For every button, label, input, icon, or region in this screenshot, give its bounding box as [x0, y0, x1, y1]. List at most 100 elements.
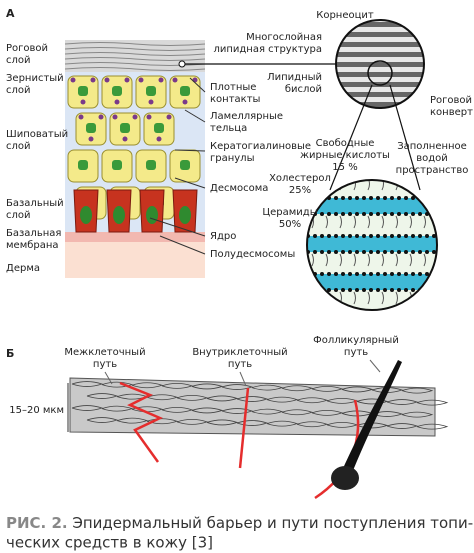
lipid-head: [432, 212, 436, 216]
lipid-head: [397, 212, 401, 216]
ribbon-cell: [311, 385, 344, 392]
lipid-head: [348, 234, 352, 238]
ribbon-cell: [311, 409, 344, 416]
structure-label: Кератогиалиновые: [210, 141, 311, 152]
lipid-head: [341, 288, 345, 292]
nucleus: [78, 160, 88, 170]
lipid-head: [425, 288, 429, 292]
water-layer: [307, 198, 437, 214]
lipid-head: [313, 196, 317, 200]
lipid-zoom: [307, 180, 437, 310]
ribbon-cell: [131, 382, 164, 389]
corneocyte-stripe: [336, 92, 424, 97]
lipid-head: [348, 250, 352, 254]
lipid-head: [418, 212, 422, 216]
ribbon-cell: [416, 423, 449, 430]
ribbon-cell: [386, 423, 419, 429]
detail-label: конверт: [430, 107, 473, 118]
lipid-head: [348, 288, 352, 292]
layer-label: Роговой: [6, 43, 48, 54]
layer-label: слой: [6, 141, 31, 152]
ribbon-cell: [221, 408, 254, 414]
lipid-head: [369, 288, 373, 292]
ribbon-cell: [386, 399, 419, 405]
lipid-head: [383, 272, 387, 276]
lipid-head: [432, 288, 436, 292]
lipid-head: [320, 212, 324, 216]
pointer: [239, 371, 247, 387]
corneocyte-stripe: [336, 22, 424, 27]
lipid-head: [425, 250, 429, 254]
ribbon-cell: [116, 417, 149, 424]
lipid-tail: [395, 291, 398, 305]
layer-label: слой: [6, 55, 31, 66]
ribbon-cell: [341, 386, 374, 393]
water-layer: [307, 236, 437, 252]
lipid-head: [397, 250, 401, 254]
pointer: [174, 149, 206, 152]
lipid-tail: [353, 291, 356, 305]
detail-label: Церамиды: [262, 207, 317, 218]
intracellular-arrow: [238, 387, 250, 469]
lipid-head: [362, 250, 366, 254]
caption-line: РИС. 2. Эпидермальный барьер и пути пост…: [6, 514, 473, 532]
lipid-head: [404, 288, 408, 292]
lipid-head: [432, 234, 436, 238]
pointer: [184, 109, 206, 123]
structure-label: контакты: [210, 94, 260, 105]
lipid-head: [320, 272, 324, 276]
granule: [124, 77, 130, 83]
ribbon-cell: [401, 387, 434, 394]
lipid-head: [341, 250, 345, 254]
granule: [158, 77, 164, 83]
lipid-head: [397, 272, 401, 276]
lipid-head: [327, 250, 331, 254]
lipid-head: [383, 196, 387, 200]
lipid-head: [411, 288, 415, 292]
lipid-tail: [367, 253, 370, 267]
lipid-head: [383, 234, 387, 238]
lipid-tail: [311, 253, 314, 267]
pointer: [189, 77, 206, 93]
lipid-head: [376, 196, 380, 200]
lipid-tail: [311, 291, 314, 305]
layer-label: слой: [6, 85, 31, 96]
lipid-head: [348, 196, 352, 200]
lipid-head: [390, 288, 394, 292]
basement-membrane: [65, 232, 205, 242]
detail-label: Корнеоцит: [316, 10, 374, 21]
corneocyte: [64, 57, 206, 61]
lipid-head: [334, 212, 338, 216]
lipid-head: [425, 196, 429, 200]
layer-label: слой: [6, 210, 31, 221]
ribbon-cells: [71, 381, 449, 430]
ribbon-cell: [296, 397, 329, 404]
thickness-label: 15–20 мкм: [9, 405, 64, 416]
lipid-head: [313, 234, 317, 238]
lipid-head: [418, 272, 422, 276]
zoom-connector: [329, 84, 373, 191]
stratum-ribbon: [69, 377, 436, 437]
granule: [90, 77, 96, 83]
caption-text: ческих средств в кожу [3]: [6, 534, 213, 552]
lipid-head: [432, 272, 436, 276]
zoom-point: [178, 60, 186, 68]
detail-label: 50%: [279, 219, 301, 230]
lipid-tail: [381, 253, 384, 267]
lipid-head: [383, 250, 387, 254]
structure-label: Ядро: [210, 231, 236, 242]
ribbon-cell: [176, 418, 209, 425]
lipid-tail: [353, 253, 356, 267]
lipid-tail: [325, 253, 328, 267]
granule: [172, 77, 178, 83]
corneocyte-stripe: [336, 42, 424, 47]
lipid-tail: [367, 180, 370, 191]
lipid-head: [404, 272, 408, 276]
detail-label: Свободные: [316, 138, 375, 149]
lipid-tail: [353, 180, 356, 191]
structure-label: Плотные: [210, 82, 256, 93]
lipid-tail: [409, 180, 412, 191]
zoom-circle-small: [367, 60, 393, 86]
lipid-head: [348, 212, 352, 216]
